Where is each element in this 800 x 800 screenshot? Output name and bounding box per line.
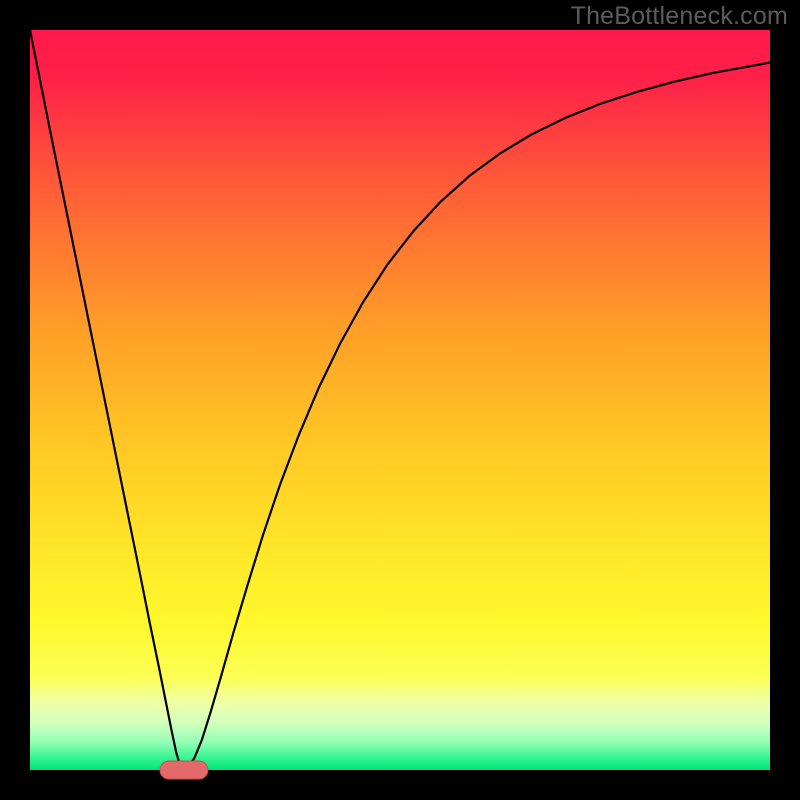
watermark-text: TheBottleneck.com xyxy=(571,2,788,31)
optimal-marker xyxy=(160,761,208,779)
marker-layer xyxy=(30,30,770,770)
bottleneck-chart: TheBottleneck.com xyxy=(0,0,800,800)
plot-area xyxy=(30,30,770,770)
